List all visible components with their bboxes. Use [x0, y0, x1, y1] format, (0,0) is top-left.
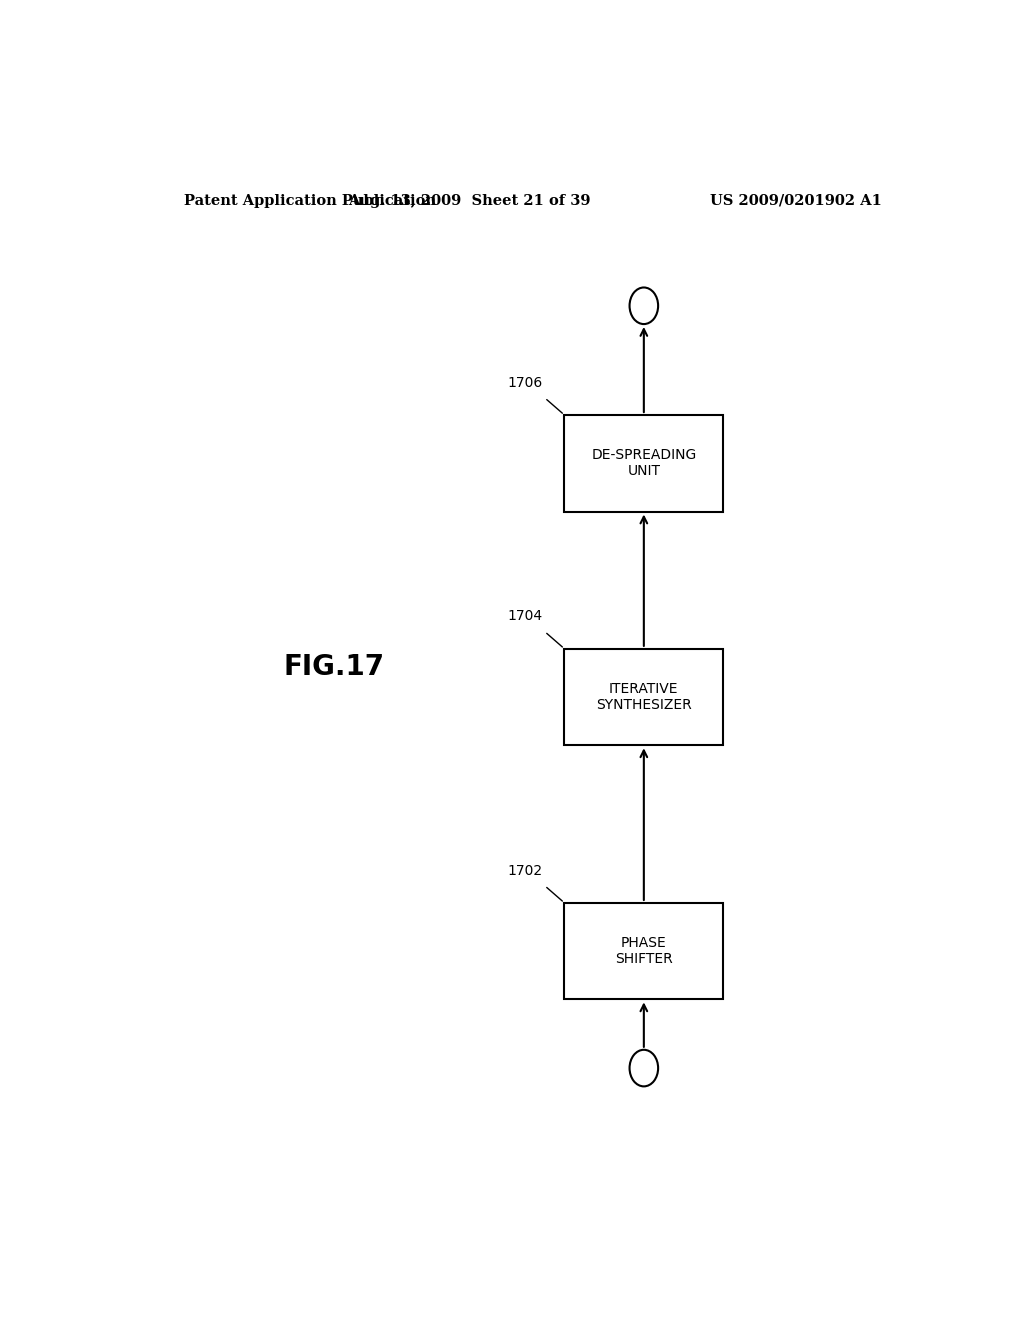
Text: 1704: 1704: [508, 610, 543, 623]
Text: DE-SPREADING
UNIT: DE-SPREADING UNIT: [591, 449, 696, 478]
Bar: [564, 414, 723, 512]
Bar: [564, 649, 723, 746]
Text: ITERATIVE
SYNTHESIZER: ITERATIVE SYNTHESIZER: [596, 682, 692, 713]
Text: US 2009/0201902 A1: US 2009/0201902 A1: [710, 194, 882, 209]
Text: Aug. 13, 2009  Sheet 21 of 39: Aug. 13, 2009 Sheet 21 of 39: [348, 194, 591, 209]
Text: PHASE
SHIFTER: PHASE SHIFTER: [615, 936, 673, 966]
Text: 1702: 1702: [508, 863, 543, 878]
Text: 1706: 1706: [508, 376, 543, 389]
Text: Patent Application Publication: Patent Application Publication: [183, 194, 435, 209]
Text: FIG.17: FIG.17: [284, 652, 385, 681]
Bar: [564, 903, 723, 999]
